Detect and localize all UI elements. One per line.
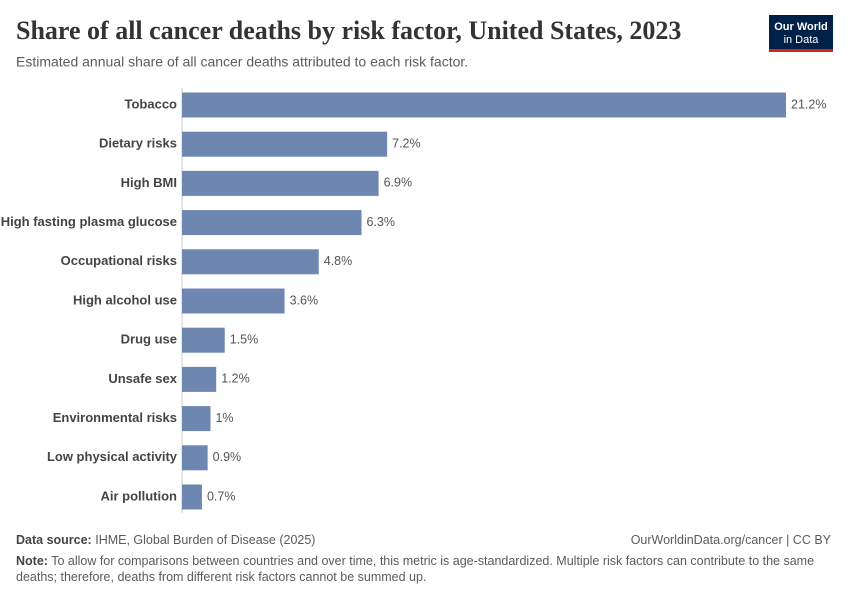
note-label: Note: bbox=[16, 554, 48, 568]
source: Data source: IHME, Global Burden of Dise… bbox=[16, 532, 315, 548]
value-label: 4.8% bbox=[324, 254, 353, 268]
y-tick-label: Tobacco bbox=[125, 96, 178, 111]
y-tick-label: Dietary risks bbox=[99, 136, 177, 151]
note-text: To allow for comparisons between countri… bbox=[16, 554, 815, 584]
y-tick-label: Unsafe sex bbox=[108, 371, 177, 386]
bar bbox=[182, 249, 319, 275]
bar bbox=[182, 327, 225, 353]
value-label: 0.9% bbox=[213, 450, 242, 464]
bar bbox=[182, 406, 211, 432]
note: Note: To allow for comparisons between c… bbox=[16, 553, 831, 585]
y-tick-label: Occupational risks bbox=[61, 253, 177, 268]
chart-title: Share of all cancer deaths by risk facto… bbox=[16, 16, 681, 45]
y-tick-label: High BMI bbox=[121, 175, 177, 190]
bar bbox=[182, 366, 217, 392]
value-label: 3.6% bbox=[290, 293, 319, 307]
y-tick-label: High alcohol use bbox=[73, 292, 177, 307]
url[interactable]: OurWorldinData.org/cancer | CC BY bbox=[630, 533, 831, 547]
bar bbox=[182, 445, 208, 471]
y-tick-label: Environmental risks bbox=[53, 410, 177, 425]
y-tick-label: Low physical activity bbox=[47, 449, 178, 464]
bar bbox=[182, 288, 285, 314]
value-label: 21.2% bbox=[791, 97, 826, 111]
value-label: 1% bbox=[215, 411, 233, 425]
bar bbox=[182, 131, 388, 157]
value-label: 1.5% bbox=[230, 332, 258, 346]
bar bbox=[182, 170, 379, 196]
y-tick-label: Air pollution bbox=[100, 488, 177, 503]
source-text: IHME, Global Burden of Disease (2025) bbox=[95, 533, 316, 547]
source-label: Data source: bbox=[16, 533, 92, 547]
logo-text: Our World bbox=[774, 21, 828, 33]
value-label: 6.9% bbox=[384, 176, 413, 190]
chart-subtitle: Estimated annual share of all cancer dea… bbox=[16, 54, 468, 70]
logo-box bbox=[769, 15, 833, 52]
value-label: 1.2% bbox=[221, 372, 250, 386]
bar bbox=[182, 210, 362, 236]
bar bbox=[182, 92, 786, 118]
value-label: 7.2% bbox=[392, 136, 421, 150]
logo-bar bbox=[769, 49, 833, 52]
logo-text: in Data bbox=[784, 34, 820, 46]
bar bbox=[182, 484, 202, 510]
value-label: 0.7% bbox=[207, 489, 236, 503]
y-tick-label: High fasting plasma glucose bbox=[1, 214, 177, 229]
value-label: 6.3% bbox=[366, 215, 395, 229]
y-tick-label: Drug use bbox=[121, 332, 177, 347]
